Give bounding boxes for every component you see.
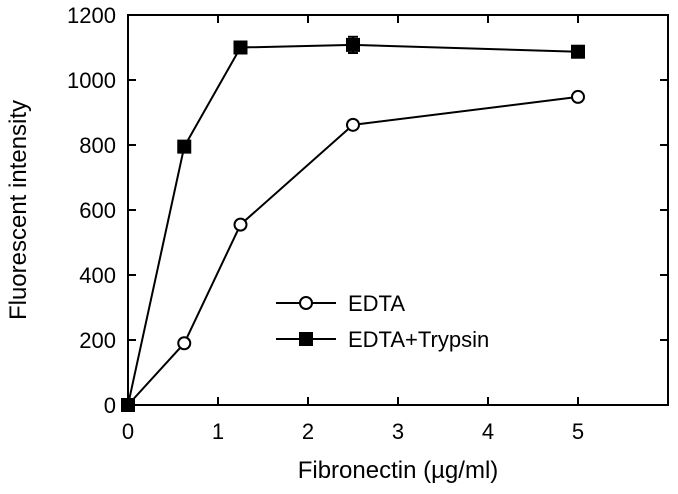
y-tick-label: 1200: [67, 3, 116, 28]
y-tick-label: 800: [79, 133, 116, 158]
data-point-edta-trypsin: [346, 37, 360, 52]
x-axis-ticks: 0 1 2 3 4 5: [122, 15, 584, 444]
x-axis-title: Fibronectin (µg/ml): [298, 457, 499, 484]
series-edta-trypsin: [121, 35, 585, 412]
y-axis-title: Fluorescent intensity: [5, 100, 32, 320]
y-tick-label: 400: [79, 263, 116, 288]
legend-marker-edta-trypsin: [299, 332, 313, 346]
data-point-edta-trypsin: [571, 44, 585, 59]
series-layer: [121, 35, 585, 412]
x-tick-label: 4: [482, 419, 494, 444]
y-tick-label: 0: [104, 393, 116, 418]
series-line-edta: [127, 95, 579, 406]
legend-label-edta: EDTA: [348, 291, 405, 316]
x-tick-label: 2: [302, 419, 314, 444]
y-axis-ticks: 0 200 400 600 800 1000 1200: [67, 3, 668, 418]
data-point-edta-trypsin: [177, 139, 192, 154]
x-tick-label: 3: [392, 419, 404, 444]
data-point-edta: [177, 336, 192, 351]
y-tick-label: 1000: [67, 68, 116, 93]
x-tick-label: 1: [212, 419, 224, 444]
y-tick-label: 200: [79, 328, 116, 353]
data-point-edta-trypsin: [233, 40, 248, 55]
data-point-edta: [346, 117, 360, 132]
legend: EDTA EDTA+Trypsin: [276, 291, 489, 352]
series-edta: [121, 89, 585, 412]
data-point-edta: [571, 89, 585, 104]
x-tick-label: 5: [572, 419, 584, 444]
data-point-edta-trypsin: [121, 398, 135, 412]
y-tick-label: 600: [79, 198, 116, 223]
data-point-edta: [233, 217, 248, 232]
x-tick-label: 0: [122, 419, 134, 444]
legend-label-edta-trypsin: EDTA+Trypsin: [348, 327, 489, 352]
legend-marker-edta: [299, 296, 313, 310]
